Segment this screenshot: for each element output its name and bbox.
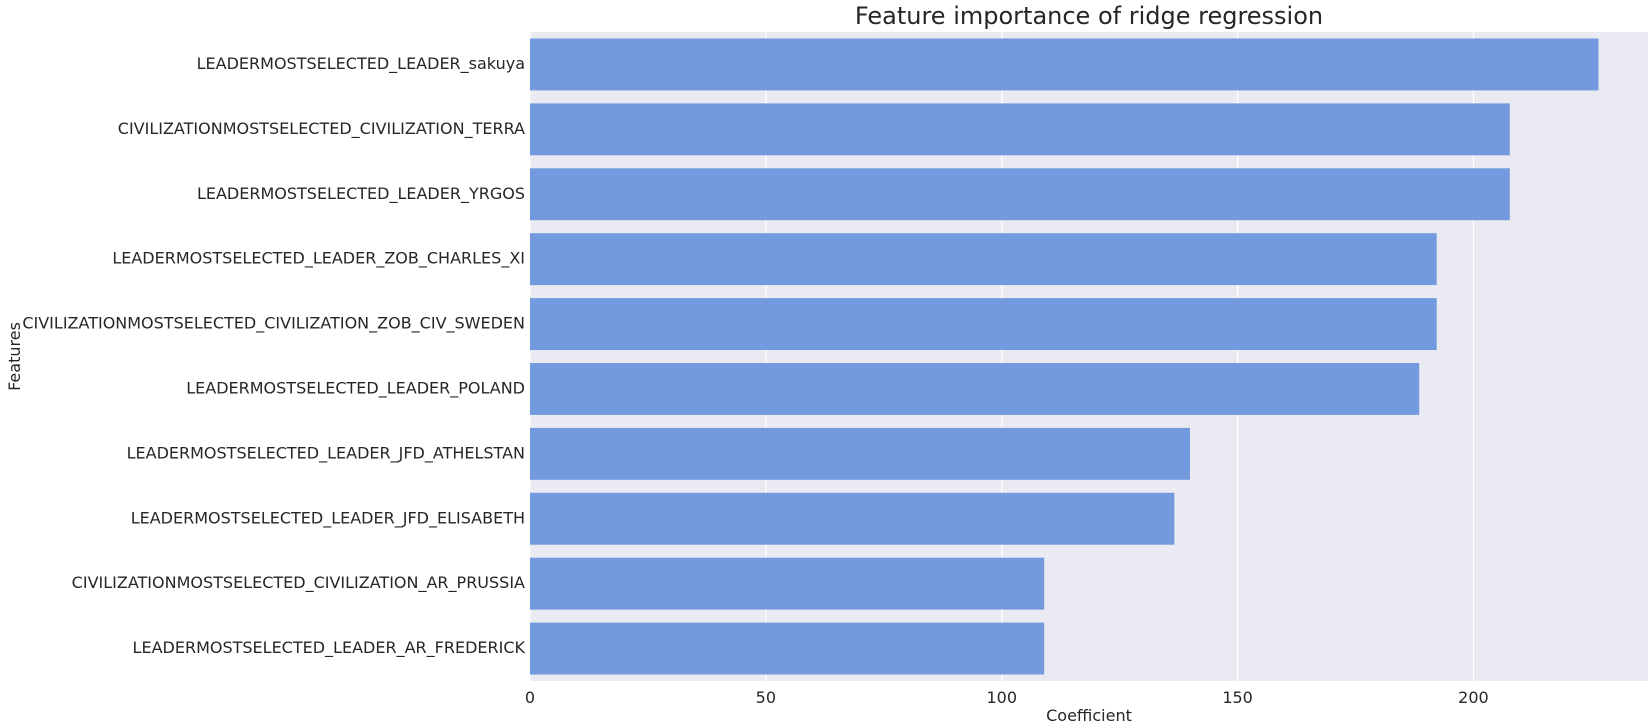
y-tick-label: LEADERMOSTSELECTED_LEADER_JFD_ATHELSTAN <box>127 443 525 463</box>
y-tick-label: LEADERMOSTSELECTED_LEADER_POLAND <box>186 378 525 398</box>
x-axis-label: Coefficient <box>1046 706 1132 725</box>
y-tick-label: CIVILIZATIONMOSTSELECTED_CIVILIZATION_AR… <box>72 573 525 593</box>
x-tick-label: 50 <box>756 688 776 707</box>
x-tick-label: 150 <box>1222 688 1253 707</box>
y-tick-labels: LEADERMOSTSELECTED_LEADER_sakuya CIVILIZA… <box>22 54 525 658</box>
bar <box>530 298 1437 351</box>
bar <box>530 557 1045 610</box>
y-tick-label: LEADERMOSTSELECTED_LEADER_YRGOS <box>197 184 525 204</box>
bar <box>530 362 1420 415</box>
x-tick-labels: 0 50 100 150 200 <box>525 688 1489 707</box>
y-tick-label: CIVILIZATIONMOSTSELECTED_CIVILIZATION_TE… <box>118 119 525 139</box>
chart-title: Feature importance of ridge regression <box>855 2 1323 30</box>
y-tick-label: LEADERMOSTSELECTED_LEADER_JFD_ELISABETH <box>131 508 525 528</box>
bar <box>530 427 1190 480</box>
bar <box>530 38 1599 91</box>
y-tick-label: CIVILIZATIONMOSTSELECTED_CIVILIZATION_ZO… <box>22 314 525 334</box>
bar <box>530 233 1437 286</box>
bar <box>530 103 1510 156</box>
bar <box>530 492 1175 545</box>
bar <box>530 168 1510 221</box>
y-tick-label: LEADERMOSTSELECTED_LEADER_ZOB_CHARLES_XI <box>112 249 525 269</box>
x-tick-label: 0 <box>525 688 535 707</box>
bars <box>530 38 1599 675</box>
y-tick-label: LEADERMOSTSELECTED_LEADER_sakuya <box>197 54 525 74</box>
x-tick-label: 200 <box>1458 688 1489 707</box>
bar <box>530 622 1045 675</box>
y-axis-label: Features <box>5 322 24 391</box>
y-tick-label: LEADERMOSTSELECTED_LEADER_AR_FREDERICK <box>133 638 526 658</box>
x-tick-label: 100 <box>986 688 1017 707</box>
